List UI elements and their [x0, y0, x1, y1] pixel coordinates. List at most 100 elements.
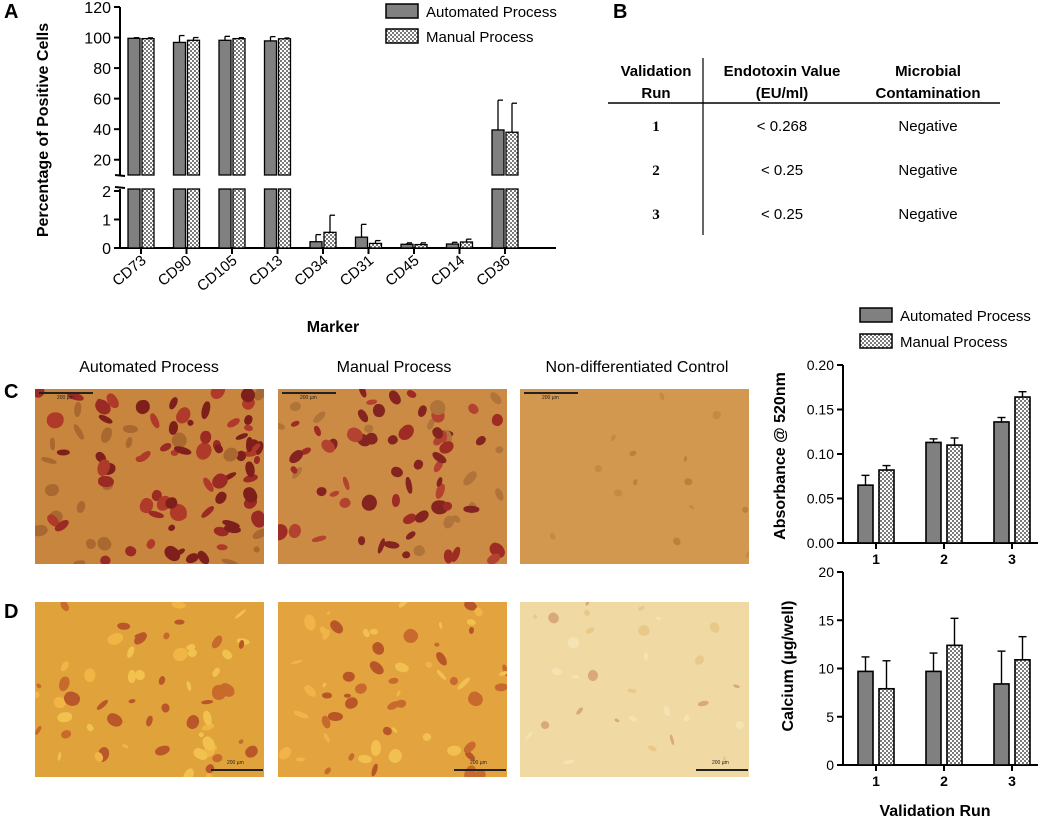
cell-texture [200, 699, 214, 705]
cell-texture [123, 544, 138, 559]
bar-manual [232, 37, 246, 176]
cell-texture [216, 544, 228, 552]
cell-texture [126, 645, 136, 659]
bar-automated [857, 670, 874, 766]
cell-texture [290, 419, 301, 428]
cell-texture [185, 680, 193, 692]
cell-texture [199, 504, 216, 520]
panel-letter-b: B [613, 1, 627, 23]
cell-texture [398, 602, 410, 610]
cell-texture [84, 667, 96, 683]
cell-texture [72, 422, 86, 441]
bar-manual [414, 243, 428, 249]
cell-texture [212, 489, 229, 507]
cell-texture [627, 688, 638, 694]
bar-manual-lower-segment [505, 188, 519, 249]
cell-texture [732, 683, 741, 689]
cell-texture [210, 666, 222, 679]
cell-texture [75, 499, 87, 514]
cell-texture [387, 677, 399, 685]
cell-texture [288, 400, 302, 413]
cell-texture [562, 759, 575, 766]
bar-automated [857, 484, 874, 544]
cell-texture [171, 602, 187, 610]
x-tick-label: 3 [1008, 551, 1016, 567]
micrograph-automated-alizarin: 200 µm [35, 602, 264, 777]
cell-texture [391, 493, 401, 507]
cell-texture [253, 454, 262, 465]
cell-texture [35, 690, 41, 700]
cell-texture [539, 719, 552, 732]
x-tick-label: CD36 [473, 252, 513, 290]
cell-texture [493, 487, 505, 502]
cell-texture [706, 620, 722, 635]
bar-automated [127, 37, 141, 176]
y-tick-label: 5 [826, 709, 834, 725]
cell-texture [395, 689, 402, 697]
cell-texture [311, 534, 328, 544]
micrograph-automated-stained: 200 µm [35, 389, 264, 564]
cell-texture [390, 465, 405, 479]
cell-texture [154, 743, 172, 757]
cell-texture [488, 389, 504, 406]
y-tick-label: 15 [818, 612, 834, 628]
cell-texture [421, 731, 433, 743]
cell-texture [252, 544, 261, 553]
x-tick-label: CD14 [428, 252, 468, 290]
cell-texture [104, 710, 125, 729]
bar-automated [445, 243, 460, 249]
x-tick-label: CD34 [291, 252, 331, 290]
legend-swatch-manual [385, 28, 419, 44]
cell-texture [658, 391, 666, 401]
micrograph-manual-alizarin: 200 µm [278, 602, 507, 777]
cell-texture [383, 540, 401, 551]
cell-texture [647, 744, 659, 753]
x-tick-label: 3 [1008, 773, 1016, 789]
cell-texture [566, 635, 581, 650]
table-cell-endotoxin: < 0.25 [761, 162, 803, 179]
axis-break-mark [114, 174, 126, 177]
cell-texture [594, 464, 603, 474]
y-tick-label: 1 [102, 213, 111, 230]
y-tick-label: 0.10 [807, 446, 834, 462]
cell-texture [369, 628, 378, 635]
cell-texture [278, 422, 287, 432]
cell-texture [295, 757, 305, 762]
bar-manual [878, 469, 895, 544]
bar-manual [368, 242, 383, 249]
cell-texture [95, 698, 110, 712]
cell-texture [301, 683, 319, 700]
cell-texture [148, 412, 162, 430]
cell-texture [195, 548, 212, 564]
cell-texture [85, 722, 95, 733]
cell-texture [494, 683, 507, 692]
cell-texture [462, 505, 480, 513]
y-tick-label: 0 [102, 241, 111, 258]
cell-texture [411, 458, 425, 471]
cell-texture [357, 389, 368, 399]
y-axis-label: Percentage of Positive Cells [35, 23, 52, 237]
cell-texture [386, 746, 405, 765]
table-header-endotoxin-line2: (EU/ml) [756, 85, 809, 102]
y-tick-label: 0.20 [807, 357, 834, 373]
cell-texture [312, 424, 323, 438]
legend-label-automated: Automated Process [900, 308, 1031, 325]
cell-texture [404, 477, 414, 495]
cell-texture [62, 689, 83, 709]
cell-texture [401, 550, 412, 560]
bar-manual [946, 444, 963, 544]
y-tick-label: 0.00 [807, 535, 834, 551]
cell-texture [627, 714, 638, 724]
cell-texture [610, 433, 617, 442]
scale-bar [524, 392, 578, 394]
cell-texture [121, 743, 129, 749]
cell-texture [572, 674, 580, 679]
y-tick-label: 60 [93, 92, 111, 109]
y-tick-label: 20 [818, 564, 834, 580]
cell-texture [35, 523, 49, 538]
cell-texture [59, 660, 71, 673]
table-header-microbial-line1: Microbial [895, 63, 961, 80]
scale-bar [282, 392, 336, 394]
table-cell-microbial: Negative [898, 118, 957, 135]
